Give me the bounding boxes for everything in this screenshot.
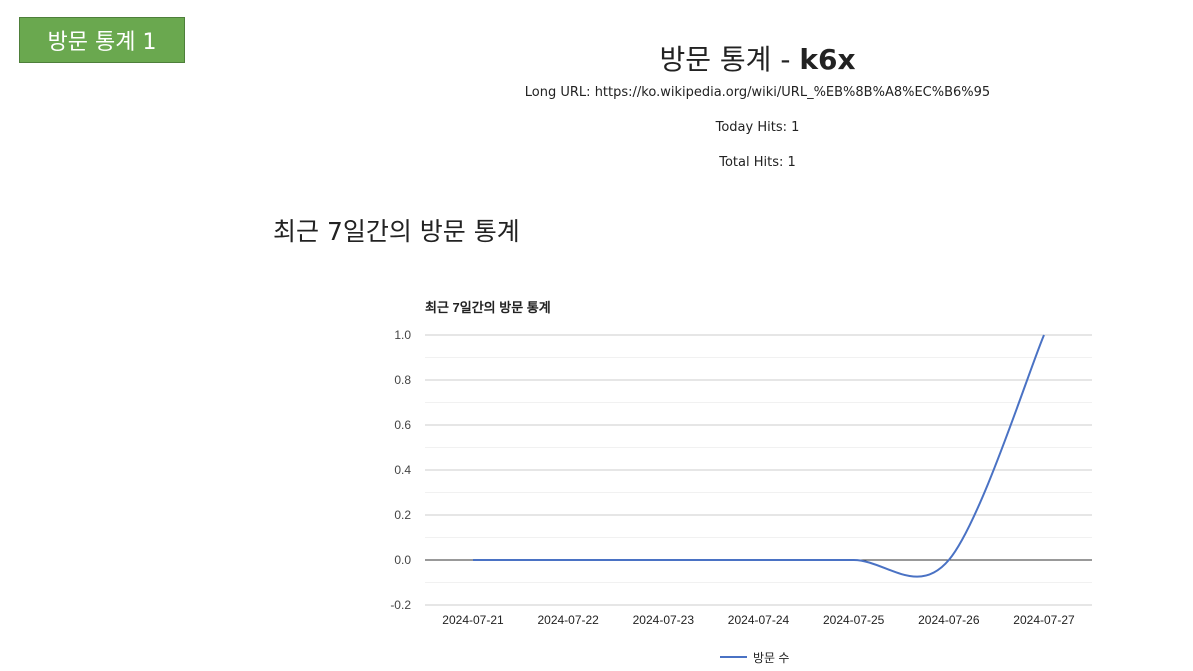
x-tick-label: 2024-07-23 [633,613,695,627]
long-url-text: Long URL: https://ko.wikipedia.org/wiki/… [524,85,991,100]
page-title-text: 방문 통계 - [659,43,800,76]
y-tick-label: 0.2 [394,508,411,522]
page-title: 방문 통계 - k6x [0,38,1193,78]
legend-label: 방문 수 [753,651,789,665]
x-tick-label: 2024-07-21 [442,613,504,627]
x-tick-label: 2024-07-26 [918,613,980,627]
total-hits-text: Total Hits: 1 [719,155,796,170]
y-tick-label: 1.0 [394,328,411,342]
stats-badge-label: 방문 통계 1 [47,30,157,55]
series-line [473,334,1045,578]
y-tick-label: 0.4 [394,463,411,477]
y-tick-label: -0.2 [390,598,411,612]
stats-badge[interactable]: 방문 통계 1 [19,17,185,63]
section-title: 최근 7일간의 방문 통계 [273,217,520,246]
page-title-slug: k6x [799,43,856,76]
chart-title: 최근 7일간의 방문 통계 [425,300,551,315]
x-tick-label: 2024-07-25 [823,613,885,627]
x-tick-label: 2024-07-27 [1013,613,1075,627]
x-tick-label: 2024-07-22 [537,613,599,627]
today-hits-text: Today Hits: 1 [715,120,800,135]
y-tick-label: 0.6 [394,418,411,432]
y-tick-label: 0.8 [394,373,411,387]
y-tick-label: 0.0 [394,553,411,567]
x-tick-label: 2024-07-24 [728,613,790,627]
